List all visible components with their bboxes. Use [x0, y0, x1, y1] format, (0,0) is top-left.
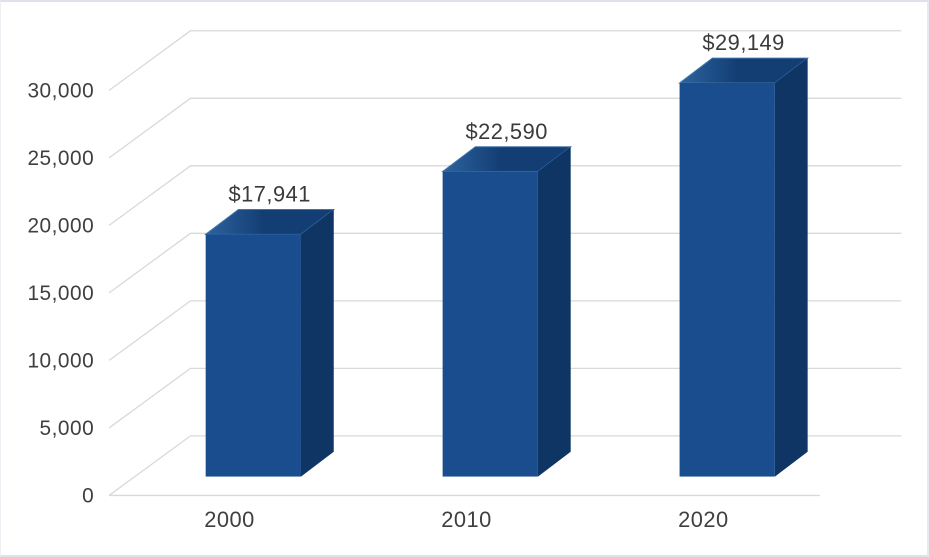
gridline [108, 30, 902, 91]
bar-side-face [774, 58, 808, 477]
bar-2010: $22,590 2010 [441, 119, 573, 532]
y-axis-tick-label: 10,000 [27, 349, 94, 372]
gridline [108, 165, 902, 226]
y-axis-tick-label: 0 [82, 484, 94, 507]
x-axis-category-label: 2010 [441, 507, 492, 532]
x-axis-category-label: 2020 [678, 507, 729, 532]
bar-front-face [205, 234, 301, 477]
gridline [108, 435, 902, 496]
gridline [108, 367, 902, 429]
bar-data-label: $22,590 [465, 119, 547, 144]
gridlines-group: 0 5,000 10,000 15,000 20,000 25,000 30,000 [27, 30, 902, 507]
bar-front-face [442, 171, 538, 477]
gridline [108, 232, 902, 294]
gridline [108, 97, 902, 159]
y-axis-tick-label: 5,000 [40, 417, 95, 440]
bar-2020: $29,149 2020 [678, 30, 810, 532]
bar-2000: $17,941 2000 [204, 182, 336, 532]
gridline [108, 300, 902, 361]
y-axis-tick-label: 15,000 [27, 282, 94, 305]
x-axis-category-label: 2000 [204, 507, 255, 532]
bar-side-face [300, 209, 334, 477]
bar-side-face [537, 146, 571, 477]
y-axis-tick-label: 20,000 [27, 214, 94, 237]
y-axis-tick-label: 30,000 [27, 79, 94, 102]
bar-front-face [679, 82, 775, 477]
y-axis-tick-label: 25,000 [27, 147, 94, 170]
bar-data-label: $17,941 [229, 182, 311, 207]
bars-group: $17,941 2000 $22,590 2010 $29,149 2020 [204, 30, 810, 532]
bar-data-label: $29,149 [702, 30, 784, 55]
